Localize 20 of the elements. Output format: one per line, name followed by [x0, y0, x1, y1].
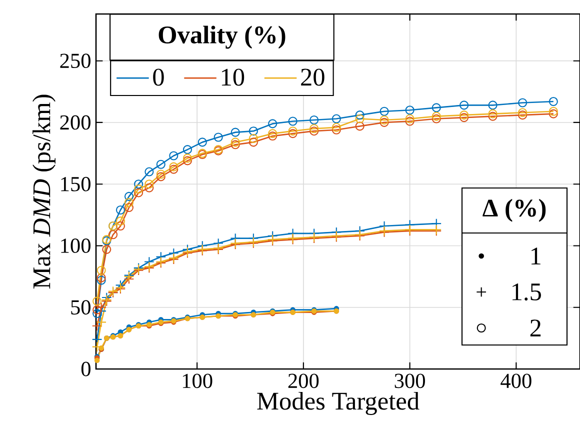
x-tick-label: 400 — [500, 374, 532, 388]
legend-label: 10 — [222, 68, 244, 86]
legend-label: 0 — [153, 68, 164, 86]
y-tick-label: 250 — [60, 54, 90, 68]
annotation: Δ (%) — [482, 198, 546, 222]
legend-title: Ovality (%) — [158, 26, 286, 49]
x-tick-label: 100 — [182, 374, 212, 388]
y-tick-label: 100 — [61, 238, 90, 253]
x-tick-label: 300 — [394, 374, 425, 388]
y-tick-label: 150 — [61, 176, 90, 192]
annotation: 2 — [530, 320, 541, 336]
x-axis-title: Modes Targeted — [257, 392, 420, 415]
annotation: 1.5 — [512, 283, 541, 301]
y-tick-label: 0 — [81, 362, 90, 376]
annotation: 1 — [532, 248, 540, 264]
y-tick-label: 200 — [60, 115, 90, 130]
y-axis-title: Max DMD (ps/km) — [32, 94, 56, 289]
legend-label: 20 — [301, 68, 324, 86]
y-tick-label: 50 — [71, 300, 90, 315]
x-tick-label: 200 — [288, 374, 319, 388]
